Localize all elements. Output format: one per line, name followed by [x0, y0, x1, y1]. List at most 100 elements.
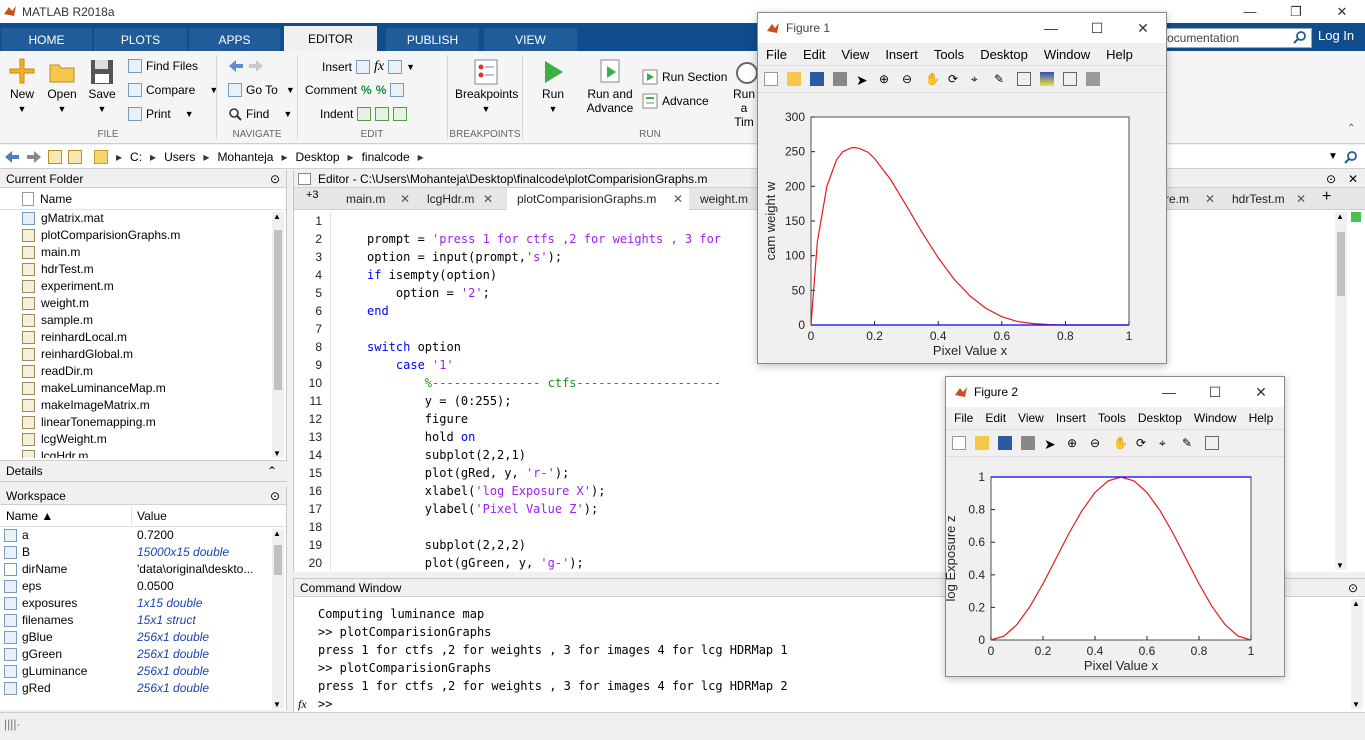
file-item[interactable]: makeImageMatrix.m [0, 397, 286, 414]
data-cursor-icon[interactable]: ⌖ [971, 72, 978, 86]
search-icon[interactable] [1293, 30, 1307, 44]
file-item[interactable]: sample.m [0, 312, 286, 329]
editor-menu-icon[interactable]: ⊙ [1326, 172, 1337, 186]
workspace-row[interactable]: a 0.7200 [0, 527, 286, 544]
editor-close-icon[interactable]: ✕ [1348, 172, 1359, 186]
run-and-time-button[interactable]: Run a Tim [730, 57, 758, 129]
editor-tab[interactable]: weight.m [690, 188, 780, 210]
tab-close-icon[interactable]: ✕ [672, 192, 683, 206]
up-folder-icon[interactable] [48, 149, 62, 164]
panel-menu-icon[interactable]: ⊙ [269, 172, 280, 186]
find-files-button[interactable]: Find Files [128, 59, 198, 73]
rotate-3d-icon[interactable]: ⟳ [948, 72, 959, 86]
breadcrumb-users[interactable]: Users [164, 149, 196, 164]
compare-button[interactable]: Compare ▼ [128, 83, 218, 97]
link-plot-icon[interactable] [1205, 436, 1219, 450]
open-file-icon[interactable] [975, 436, 989, 450]
file-item[interactable]: readDir.m [0, 363, 286, 380]
tab-publish[interactable]: PUBLISH [386, 28, 480, 51]
brush-icon[interactable]: ✎ [1182, 436, 1193, 450]
close-button[interactable]: ✕ [1336, 3, 1348, 19]
tab-apps[interactable]: APPS [189, 28, 281, 51]
tab-plots[interactable]: PLOTS [94, 28, 188, 51]
workspace-row[interactable]: exposures 1x15 double [0, 595, 286, 612]
collapse-ribbon-icon[interactable]: ⌃ [1347, 123, 1356, 134]
editor-tab[interactable]: lcgHdr.m ✕ [417, 188, 499, 210]
breadcrumb-desktop[interactable]: Desktop [295, 149, 340, 164]
panel-menu-icon[interactable]: ⊙ [269, 489, 280, 503]
command-window[interactable]: Command Window ⊙ Computing luminance map… [293, 578, 1365, 712]
editor-tab[interactable]: main.m ✕ [336, 188, 416, 210]
file-item[interactable]: weight.m [0, 295, 286, 312]
zoom-in-icon[interactable]: ⊕ [1067, 436, 1078, 450]
command-window-menu-icon[interactable]: ⊙ [1348, 581, 1359, 595]
figure2-minimize-button[interactable]: — [1162, 384, 1176, 400]
find-button[interactable]: Find ▼ [228, 107, 292, 121]
breadcrumb-drive[interactable]: C: [130, 149, 143, 164]
menu-desktop[interactable]: Desktop [980, 46, 1028, 62]
link-plot-icon[interactable] [1017, 72, 1031, 86]
insert-button[interactable]: Insert fx ▼ [322, 59, 416, 74]
arrow-left-icon[interactable] [228, 59, 244, 73]
menu-desktop[interactable]: Desktop [1137, 411, 1182, 425]
command-prompt[interactable]: >> [318, 697, 333, 711]
figure1-minimize-button[interactable]: — [1044, 20, 1058, 36]
workspace-row[interactable]: B 15000x15 double [0, 544, 286, 561]
tab-close-icon[interactable]: ✕ [482, 192, 493, 206]
print-figure-icon[interactable] [833, 72, 847, 86]
more-tabs-button[interactable]: +3 [306, 189, 319, 201]
forward-arrow-icon[interactable] [26, 150, 42, 164]
workspace-row[interactable]: dirName 'data\original\deskto... [0, 561, 286, 578]
new-figure-icon[interactable] [764, 72, 778, 86]
pointer-icon[interactable]: ➤ [1044, 436, 1056, 452]
goto-button[interactable]: Go To ▼ [228, 83, 295, 97]
name-column-header[interactable]: Name [0, 188, 286, 210]
hide-plot-tools-icon[interactable] [1086, 72, 1100, 86]
file-item[interactable]: gMatrix.mat [0, 210, 286, 227]
arrow-right-icon[interactable] [248, 59, 264, 73]
workspace-row[interactable]: eps 0.0500 [0, 578, 286, 595]
back-arrow-icon[interactable] [4, 150, 20, 164]
expand-details-icon[interactable]: ⌃ [266, 464, 277, 478]
tab-close-icon[interactable]: ✕ [1295, 192, 1306, 206]
pan-hand-icon[interactable]: ✋ [1113, 436, 1128, 450]
menu-window[interactable]: Window [1043, 46, 1091, 62]
figure2-plot-area[interactable]: 0 0.2 0.4 0.6 0.8 1 0 0.2 0.4 0.6 0.8 1 Pixel Value … [943, 459, 1284, 676]
save-figure-icon[interactable] [998, 436, 1012, 450]
figure2-maximize-button[interactable]: ☐ [1208, 384, 1222, 400]
menu-edit[interactable]: Edit [985, 411, 1007, 425]
workspace-row[interactable]: filenames 15x1 struct [0, 612, 286, 629]
figure1-chart[interactable]: 0 0.2 0.4 0.6 0.8 1 0 50 100 150 200 250 300 Pixel Va… [758, 95, 1166, 363]
print-figure-icon[interactable] [1021, 436, 1035, 450]
menu-file[interactable]: File [766, 46, 787, 62]
path-dropdown-icon[interactable]: ▼ [1328, 151, 1338, 162]
file-item[interactable]: reinhardGlobal.m [0, 346, 286, 363]
folder-scrollbar[interactable]: ▲ ▼ [272, 212, 284, 458]
new-figure-icon[interactable] [952, 436, 966, 450]
code-analyzer-indicator[interactable] [1351, 212, 1361, 222]
colorbar-icon[interactable] [1040, 72, 1054, 86]
legend-icon[interactable] [1063, 72, 1077, 86]
file-item[interactable]: reinhardLocal.m [0, 329, 286, 346]
rotate-3d-icon[interactable]: ⟳ [1136, 436, 1147, 450]
file-item[interactable]: hdrTest.m [0, 261, 286, 278]
editor-tab-active[interactable]: plotComparisionGraphs.m ✕ [507, 188, 689, 210]
restore-button[interactable]: ❐ [1290, 3, 1302, 19]
figure1-window[interactable]: Figure 1 — ☐ ✕ File Edit View Insert Too… [757, 12, 1167, 364]
ws-value-column-header[interactable]: Value [137, 509, 167, 523]
figure2-chart[interactable]: 0 0.2 0.4 0.6 0.8 1 0 0.2 0.4 0.6 0.8 1 Pixel Value … [943, 459, 1284, 676]
figure1-close-button[interactable]: ✕ [1137, 20, 1149, 36]
editor-scrollbar[interactable]: ▲ ▼ [1335, 212, 1347, 570]
figure2-titlebar[interactable]: Figure 2 — ☐ ✕ [946, 377, 1284, 407]
browse-folder-icon[interactable] [68, 149, 82, 164]
fx-browser-icon[interactable]: fx [298, 697, 307, 711]
menu-file[interactable]: File [954, 411, 974, 425]
workspace-row[interactable]: gLuminance 256x1 double [0, 663, 286, 680]
pointer-icon[interactable]: ➤ [856, 72, 868, 88]
minimize-button[interactable]: — [1243, 4, 1257, 19]
breakpoints-button[interactable]: Breakpoints ▼ [455, 57, 518, 115]
file-item[interactable]: experiment.m [0, 278, 286, 295]
advance-button[interactable]: Advance [642, 93, 709, 109]
save-button[interactable]: Save ▼ [86, 57, 118, 115]
add-tab-button[interactable]: + [1322, 188, 1332, 205]
